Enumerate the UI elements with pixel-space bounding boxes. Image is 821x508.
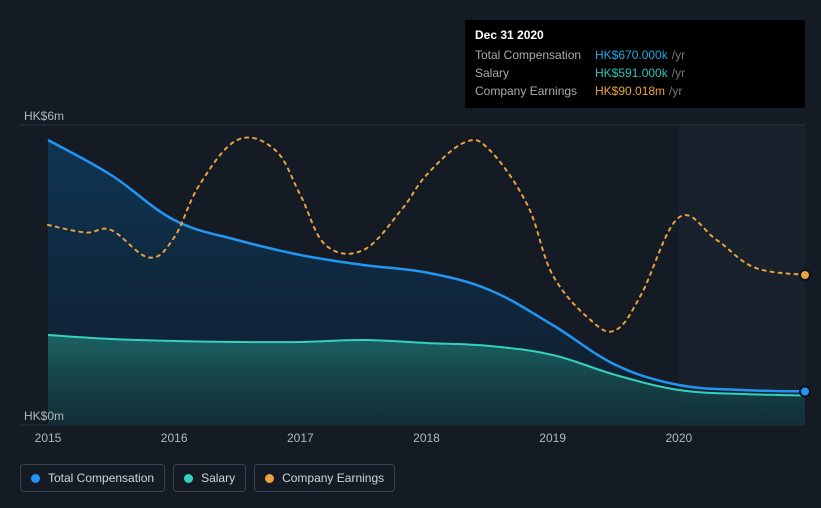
legend-dot-icon (184, 474, 193, 483)
tooltip-value: HK$90.018m/yr (595, 84, 682, 98)
y-tick-label: HK$0m (24, 409, 64, 423)
tooltip-label: Total Compensation (475, 48, 595, 62)
legend-label: Salary (201, 471, 235, 485)
tooltip-value: HK$670.000k/yr (595, 48, 685, 62)
x-tick-label: 2017 (287, 431, 314, 445)
legend-label: Company Earnings (282, 471, 384, 485)
tooltip-date: Dec 31 2020 (475, 28, 795, 46)
end-marker (800, 387, 810, 397)
y-tick-label: HK$6m (24, 109, 64, 123)
legend-dot-icon (265, 474, 274, 483)
tooltip-value: HK$591.000k/yr (595, 66, 685, 80)
compensation-chart: HK$6m HK$0m 2015 2016 2017 2018 2019 2020 Dec … (0, 0, 821, 508)
end-marker (800, 270, 810, 280)
x-tick-label: 2020 (665, 431, 692, 445)
x-tick-label: 2016 (161, 431, 188, 445)
tooltip-row: Company EarningsHK$90.018m/yr (475, 82, 795, 100)
legend-dot-icon (31, 474, 40, 483)
x-tick-label: 2018 (413, 431, 440, 445)
tooltip-label: Salary (475, 66, 595, 80)
chart-legend: Total Compensation Salary Company Earnings (20, 464, 395, 492)
tooltip-row: Total CompensationHK$670.000k/yr (475, 46, 795, 64)
legend-salary[interactable]: Salary (173, 464, 246, 492)
legend-company-earnings[interactable]: Company Earnings (254, 464, 395, 492)
legend-label: Total Compensation (48, 471, 154, 485)
x-tick-label: 2019 (539, 431, 566, 445)
chart-tooltip: Dec 31 2020 Total CompensationHK$670.000… (465, 20, 805, 108)
x-tick-label: 2015 (35, 431, 62, 445)
tooltip-row: SalaryHK$591.000k/yr (475, 64, 795, 82)
legend-total-compensation[interactable]: Total Compensation (20, 464, 165, 492)
tooltip-label: Company Earnings (475, 84, 595, 98)
